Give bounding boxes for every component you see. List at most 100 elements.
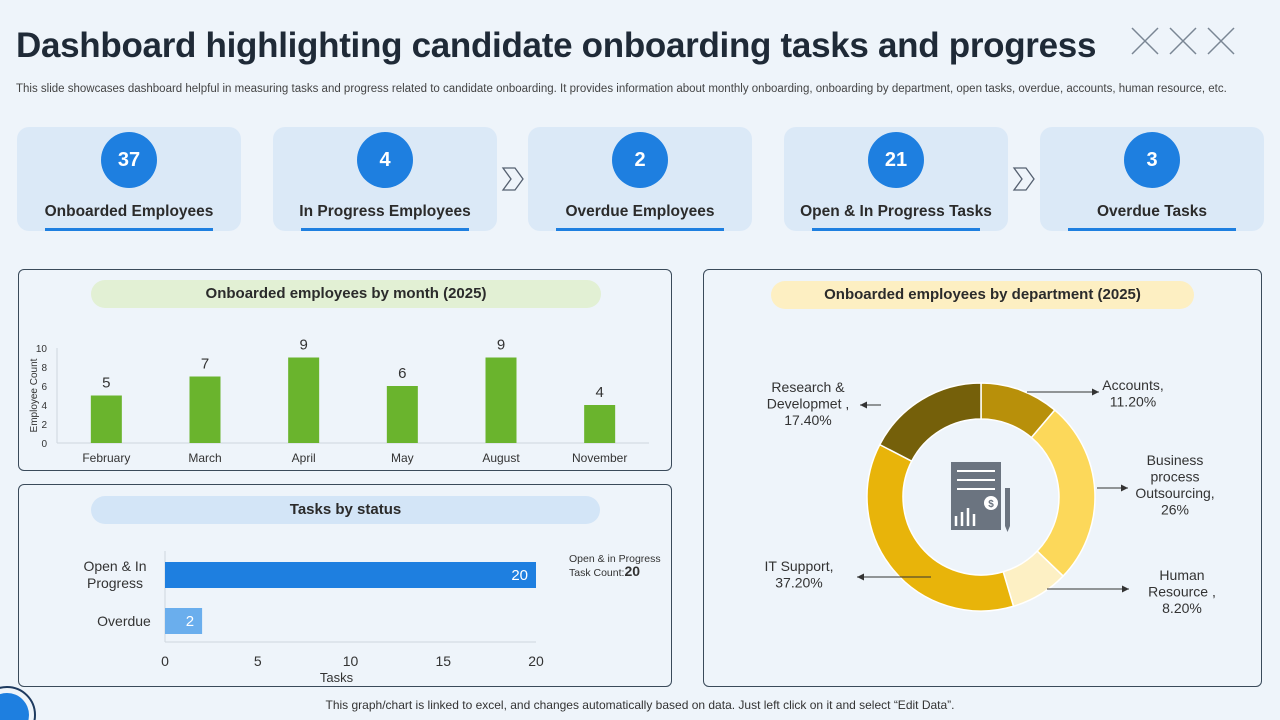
bar-november: [584, 405, 616, 443]
corner-circle-decoration: [0, 686, 36, 720]
icon-bars: [954, 508, 976, 526]
y-tick-label: 0: [41, 439, 47, 450]
slice-label-line: 11.20%: [1110, 394, 1156, 410]
donut-slice-3: [866, 443, 1015, 612]
kpi-card-in-progress-employees: 4 In Progress Employees: [273, 127, 497, 231]
slice-label-line: Human: [1159, 567, 1204, 583]
slice-label-line: Research &: [771, 379, 845, 395]
page-subtitle: This slide showcases dashboard helpful i…: [16, 83, 1227, 95]
leader-arrowhead: [1122, 585, 1129, 593]
department-chart-title: Onboarded employees by department (2025): [771, 281, 1194, 309]
kpi-label: Onboarded Employees: [44, 203, 214, 220]
slice-label-line: process: [1150, 469, 1199, 485]
kpi-label: Overdue Tasks: [1097, 203, 1207, 220]
kpi-value: 4: [357, 132, 413, 188]
x-tick-label: 20: [528, 653, 544, 669]
department-donut-chart: $ Accounts, 11.20% Business process Outsourci…: [764, 377, 1216, 616]
annotation-label: Open & in Progress: [569, 553, 661, 565]
kpi-value: 3: [1124, 132, 1180, 188]
y-tick-label: 8: [41, 363, 47, 374]
bar-value-label: 20: [511, 567, 528, 584]
report-document-icon: $: [951, 462, 1010, 532]
y-axis-label: Employee Count: [29, 358, 40, 432]
y-tick-label: 6: [41, 382, 47, 393]
bar-open-in-progress: [165, 562, 536, 588]
y-tick-label: 2: [41, 420, 47, 431]
monthly-bar-chart: 0 2 4 6 8 10 Employee Count 5 February 7 March 9 Apr…: [29, 337, 649, 465]
x-tick-label: November: [572, 451, 627, 465]
leader-arrowhead: [857, 573, 864, 581]
leader-arrowhead: [1092, 388, 1099, 396]
kpi-value: 37: [101, 132, 157, 188]
slice-label-line: Outsourcing,: [1135, 485, 1214, 501]
annotation-value: 20: [624, 563, 640, 579]
kpi-card-open-tasks: 21 Open & In Progress Tasks: [784, 127, 1008, 231]
y-category-label: Overdue: [97, 613, 151, 629]
slice-label-line: 37.20%: [775, 575, 822, 591]
x-tick-label: 10: [343, 653, 359, 669]
bar-value-label: 4: [595, 384, 603, 401]
department-chart-panel: Onboarded employees by department (2025)…: [703, 269, 1262, 687]
icon-line: [957, 479, 995, 481]
bar-august: [485, 357, 517, 443]
y-category-label: Open & In Progress: [83, 558, 146, 591]
bar-value-label: 7: [201, 356, 209, 373]
y-tick-label: 4: [41, 401, 47, 412]
slice-label-line: Accounts,: [1102, 377, 1163, 393]
slice-label-2: Human Resource , 8.20%: [1148, 567, 1216, 616]
slice-label-line: Developmet ,: [767, 396, 849, 412]
bar-may: [386, 386, 418, 443]
x-tick-label: April: [292, 451, 316, 465]
icon-paper: [951, 462, 1001, 530]
bar-value-label: 9: [299, 337, 307, 354]
x-tick-label: 0: [161, 653, 169, 669]
bar-value-label: 2: [186, 613, 194, 630]
kpi-value: 2: [612, 132, 668, 188]
kpi-label: Overdue Employees: [565, 203, 715, 220]
tasks-chart-panel: Tasks by status 0 5 10 15 20 Tasks 20 2 Open & I…: [18, 484, 672, 687]
slice-label-0: Accounts, 11.20%: [1102, 377, 1163, 410]
x-tick-label: August: [482, 451, 520, 465]
label-line: Open & In: [83, 558, 146, 574]
slice-label-line: Business: [1147, 452, 1204, 468]
bar-february: [90, 395, 122, 443]
kpi-underline: [301, 228, 469, 231]
slice-label-line: 17.40%: [784, 412, 831, 428]
annotation-label: Task Count:20: [569, 563, 640, 579]
kpi-label: Open & In Progress Tasks: [800, 203, 992, 220]
chevron-arrow-icon: [1012, 167, 1035, 191]
bar-value-label: 5: [102, 375, 110, 392]
slice-label-line: Resource ,: [1148, 584, 1216, 600]
annotation-label-text: Task Count:: [569, 567, 624, 579]
kpi-card-overdue-employees: 2 Overdue Employees: [528, 127, 752, 231]
x-tick-label: February: [82, 451, 130, 465]
bar-value-label: 9: [497, 337, 505, 354]
slice-label-line: IT Support,: [764, 558, 833, 574]
tasks-chart-title: Tasks by status: [91, 496, 600, 524]
kpi-label: In Progress Employees: [299, 203, 471, 220]
icon-dollar: $: [988, 499, 994, 510]
monthly-chart-panel: Onboarded employees by month (2025) 0 2 4 6…: [18, 269, 672, 471]
bar-overdue: [165, 608, 203, 634]
donut-slice-4: [878, 382, 982, 463]
icon-coin: [984, 496, 998, 510]
x-axis-label: Tasks: [320, 670, 354, 685]
kpi-underline: [812, 228, 980, 231]
monthly-chart-title: Onboarded employees by month (2025): [91, 280, 601, 308]
kpi-card-onboarded-employees: 37 Onboarded Employees: [17, 127, 241, 231]
kpi-value: 21: [868, 132, 924, 188]
icon-line: [957, 470, 995, 472]
page-title: Dashboard highlighting candidate onboard…: [16, 26, 1097, 65]
chevron-arrow-icon: [501, 167, 524, 191]
kpi-underline: [1068, 228, 1236, 231]
bar-march: [189, 376, 221, 443]
slice-label-1: Business process Outsourcing, 26%: [1135, 452, 1214, 518]
label-line: Progress: [87, 575, 143, 591]
icon-pen-tip: [1005, 526, 1010, 532]
leader-arrowhead: [1121, 484, 1128, 492]
tasks-bar-chart: 0 5 10 15 20 Tasks 20 2 Open & In Progress Overdue…: [83, 551, 661, 685]
kpi-underline: [45, 228, 213, 231]
footnote: This graph/chart is linked to excel, and…: [325, 698, 955, 712]
slice-label-line: 8.20%: [1162, 600, 1202, 616]
kpi-card-overdue-tasks: 3 Overdue Tasks: [1040, 127, 1264, 231]
